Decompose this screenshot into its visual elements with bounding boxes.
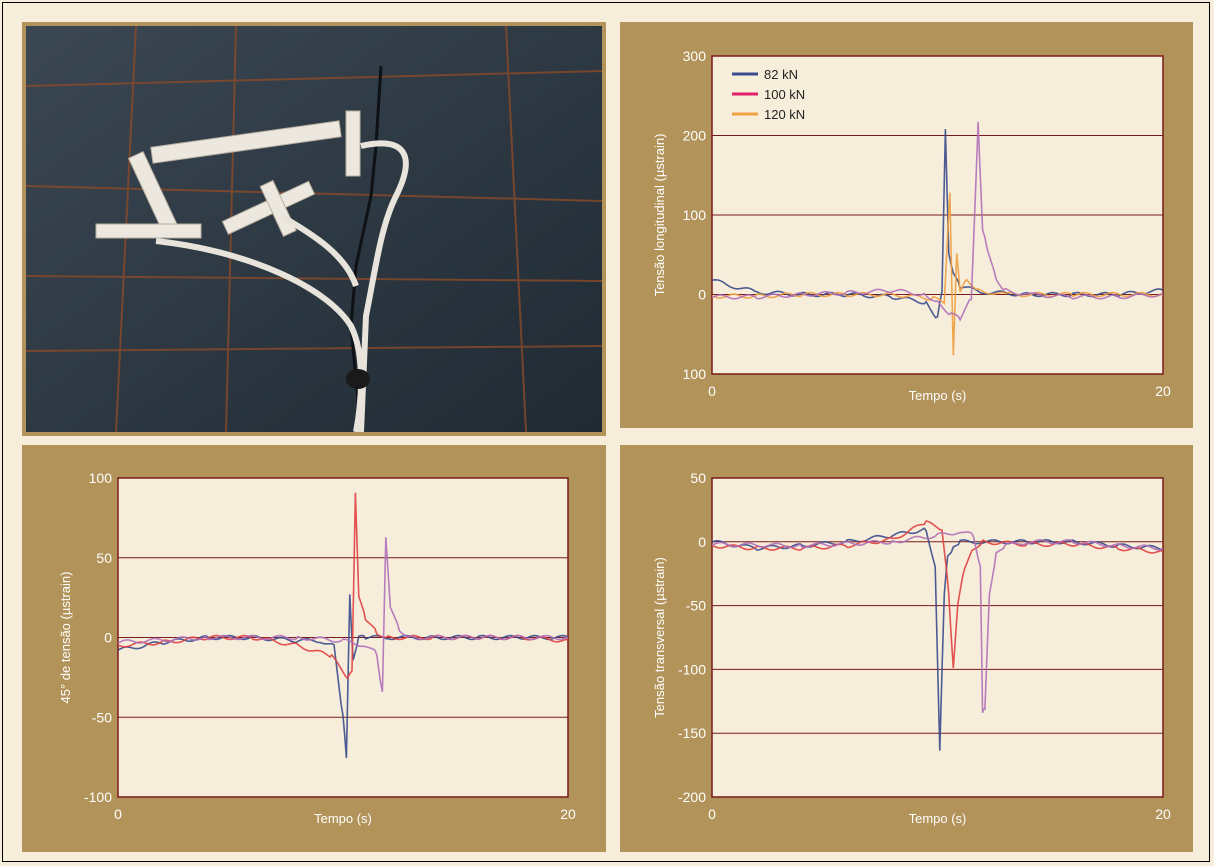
y-tick-label: -100 bbox=[678, 661, 706, 677]
x-tick-label: 20 bbox=[560, 806, 576, 822]
x-axis-label: Tempo (s) bbox=[909, 811, 967, 826]
y-tick-label: -100 bbox=[84, 789, 112, 805]
y-tick-label: -200 bbox=[678, 789, 706, 805]
y-tick-label: 200 bbox=[683, 128, 707, 144]
legend-label: 82 kN bbox=[764, 67, 798, 82]
x-tick-label: 0 bbox=[708, 383, 716, 399]
y-tick-label: 50 bbox=[690, 470, 706, 486]
x-tick-label: 0 bbox=[708, 806, 716, 822]
x-tick-label: 20 bbox=[1155, 806, 1171, 822]
y-tick-label: 300 bbox=[683, 48, 707, 64]
y-tick-label: 50 bbox=[96, 550, 112, 566]
y-tick-label: 0 bbox=[698, 534, 706, 550]
y-tick-label: -50 bbox=[686, 598, 706, 614]
y-tick-label: 0 bbox=[698, 287, 706, 303]
y-tick-label: -150 bbox=[678, 725, 706, 741]
y-axis-label: Tensão transversal (µstrain) bbox=[652, 557, 667, 718]
x-axis-label: Tempo (s) bbox=[314, 811, 372, 826]
y-axis-label: Tensão longitudinal (µstrain) bbox=[652, 134, 667, 297]
series-line-100-kN bbox=[712, 121, 1163, 322]
series-line-120-kN bbox=[712, 531, 1163, 714]
series-line-82-kN bbox=[118, 594, 568, 759]
x-tick-label: 20 bbox=[1155, 383, 1171, 399]
y-tick-label: 100 bbox=[89, 470, 113, 486]
y-tick-label: 0 bbox=[104, 630, 112, 646]
strain-gauge-rosette-photo bbox=[26, 26, 602, 432]
legend-label: 120 kN bbox=[764, 107, 805, 122]
x-axis-label: Tempo (s) bbox=[909, 388, 967, 403]
series-line-120-kN bbox=[712, 192, 1163, 356]
y-tick-label: 100 bbox=[683, 207, 707, 223]
series-line-120-kN bbox=[118, 537, 568, 693]
y-axis-label: 45° de tensão (µstrain) bbox=[58, 572, 73, 704]
x-tick-label: 0 bbox=[114, 806, 122, 822]
legend-label: 100 kN bbox=[764, 87, 805, 102]
y-tick-label: -50 bbox=[92, 709, 112, 725]
y-tick-label: 100 bbox=[683, 366, 707, 382]
